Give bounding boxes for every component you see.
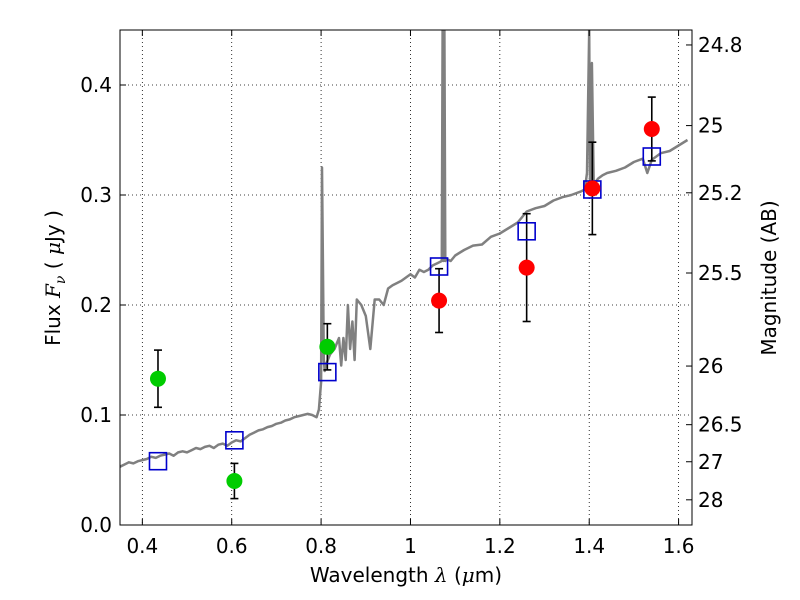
y-tick-label: 0.2: [80, 293, 112, 317]
x-tick-label: 1: [404, 534, 417, 558]
mag-tick-label: 25: [698, 114, 723, 138]
detection-point: [226, 473, 243, 489]
y-axis-label: Flux Fν ( μJy ): [41, 210, 69, 346]
detection-point: [518, 259, 535, 276]
x-tick-label: 0.6: [216, 534, 248, 558]
spectrum-line: [120, 30, 689, 468]
x-axis-label: Wavelength λ (μm): [310, 563, 502, 587]
model-flux-square: [225, 430, 244, 450]
x-tick-label: 1.2: [484, 534, 516, 558]
model-flux-square: [642, 147, 662, 166]
y-tick-label: 0.0: [80, 513, 112, 537]
mag-tick-label: 24.8: [698, 33, 743, 57]
detection-point: [431, 292, 448, 309]
plot-frame: [119, 29, 693, 526]
plot-area: [120, 30, 689, 468]
mag-tick-label: 27: [698, 450, 723, 474]
y-tick-label: 0.4: [80, 73, 112, 97]
x-tick-label: 1.6: [663, 534, 695, 558]
x-tick-label: 0.8: [305, 534, 337, 558]
detection-point: [319, 338, 336, 355]
axis-ticks: 0.4 0.6 0.8 1 1.2 1.4 1.6 0.0 0.1 0.2 0.3 0.4 24.8 25…: [80, 30, 743, 558]
mag-tick-label: 28: [698, 488, 723, 512]
mag-tick-label: 25.5: [698, 261, 743, 285]
model-flux-square: [429, 257, 449, 276]
detection-point: [584, 180, 601, 197]
mag-tick-label: 25.2: [698, 181, 743, 205]
y-tick-label: 0.3: [80, 183, 112, 207]
model-flux-square: [318, 362, 337, 382]
y-axis-right-label: Magnitude (AB): [757, 200, 781, 355]
model-flux-square: [148, 451, 168, 471]
mag-tick-label: 26.5: [698, 413, 743, 437]
data-markers: [148, 121, 662, 489]
model-flux-square: [517, 222, 536, 241]
mag-tick-label: 26: [698, 354, 723, 378]
x-tick-label: 0.4: [126, 534, 158, 558]
x-tick-label: 1.4: [573, 534, 605, 558]
y-tick-label: 0.1: [80, 403, 112, 427]
detection-point: [643, 121, 660, 137]
detection-point: [149, 370, 166, 387]
